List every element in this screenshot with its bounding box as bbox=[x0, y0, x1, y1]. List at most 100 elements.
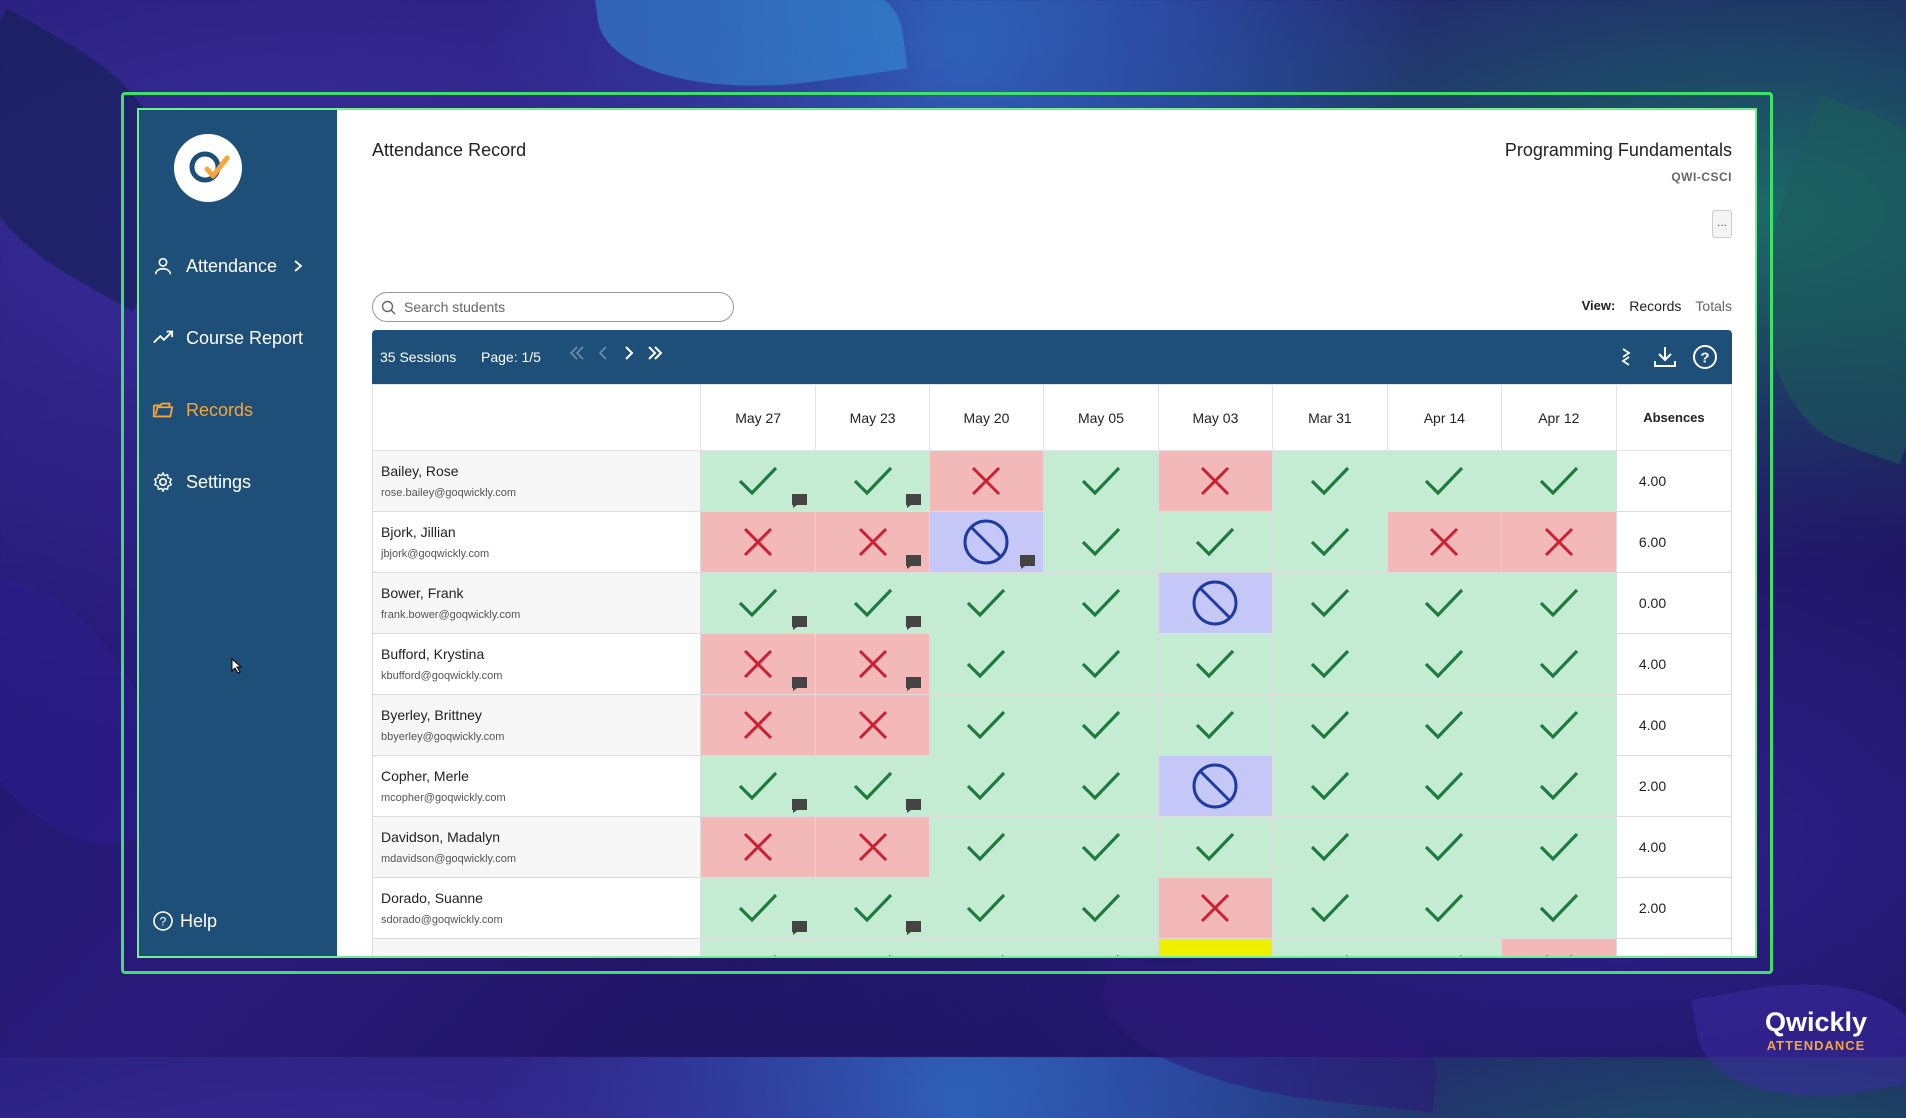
attendance-cell[interactable] bbox=[1271, 694, 1388, 756]
comment-icon[interactable] bbox=[791, 493, 808, 509]
attendance-cell[interactable] bbox=[929, 755, 1044, 817]
attendance-cell[interactable] bbox=[1271, 633, 1388, 695]
attendance-cell[interactable] bbox=[815, 877, 931, 939]
student-cell[interactable]: Bailey, Rose rose.bailey@goqwickly.com bbox=[371, 450, 702, 512]
session-column-header[interactable]: May 20 bbox=[929, 384, 1044, 451]
attendance-cell[interactable] bbox=[700, 511, 817, 573]
attendance-cell[interactable] bbox=[1271, 755, 1388, 817]
comment-icon[interactable] bbox=[791, 676, 808, 692]
logo[interactable] bbox=[174, 134, 242, 202]
attendance-cell[interactable] bbox=[1500, 755, 1617, 817]
attendance-cell[interactable] bbox=[1500, 877, 1617, 939]
attendance-cell[interactable] bbox=[1386, 755, 1502, 817]
attendance-cell[interactable] bbox=[700, 816, 817, 878]
attendance-cell[interactable] bbox=[929, 877, 1044, 939]
attendance-cell[interactable] bbox=[700, 755, 817, 817]
table-row[interactable]: Byerley, Brittney bbyerley@goqwickly.com 4… bbox=[371, 694, 1733, 756]
table-row[interactable]: Bufford, Krystina kbufford@goqwickly.com 4… bbox=[371, 633, 1733, 695]
attendance-cell[interactable] bbox=[1157, 938, 1273, 956]
comment-icon[interactable] bbox=[905, 615, 922, 631]
attendance-cell[interactable] bbox=[1386, 694, 1502, 756]
attendance-cell[interactable] bbox=[929, 694, 1044, 756]
attendance-cell[interactable] bbox=[700, 572, 817, 634]
session-column-header[interactable]: Apr 14 bbox=[1386, 384, 1502, 451]
comment-icon[interactable] bbox=[791, 920, 808, 936]
attendance-cell[interactable] bbox=[815, 694, 931, 756]
first-page-button[interactable] bbox=[568, 344, 586, 368]
attendance-cell[interactable] bbox=[700, 694, 817, 756]
comment-icon[interactable] bbox=[791, 615, 808, 631]
help-link[interactable]: ? Help bbox=[152, 910, 217, 932]
attendance-cell[interactable] bbox=[1271, 938, 1388, 956]
attendance-cell[interactable] bbox=[1042, 938, 1159, 956]
attendance-cell[interactable] bbox=[1157, 633, 1273, 695]
attendance-cell[interactable] bbox=[700, 450, 817, 512]
attendance-cell[interactable] bbox=[929, 450, 1044, 512]
attendance-cell[interactable] bbox=[1386, 450, 1502, 512]
attendance-cell[interactable] bbox=[1500, 938, 1617, 956]
table-row[interactable]: Bailey, Rose rose.bailey@goqwickly.com 4.0… bbox=[371, 450, 1733, 512]
table-row[interactable]: Bjork, Jillian jbjork@goqwickly.com 6.00 bbox=[371, 511, 1733, 573]
attendance-cell[interactable] bbox=[1500, 511, 1617, 573]
attendance-cell[interactable] bbox=[1500, 694, 1617, 756]
session-column-header[interactable]: Apr 12 bbox=[1500, 384, 1617, 451]
attendance-cell[interactable] bbox=[1271, 816, 1388, 878]
session-column-header[interactable]: May 23 bbox=[815, 384, 931, 451]
table-row[interactable] bbox=[371, 938, 1733, 956]
prev-page-button[interactable] bbox=[594, 344, 612, 368]
attendance-cell[interactable] bbox=[1042, 633, 1159, 695]
student-cell[interactable]: Bower, Frank frank.bower@goqwickly.com bbox=[371, 572, 702, 634]
attendance-cell[interactable] bbox=[1042, 816, 1159, 878]
comment-icon[interactable] bbox=[905, 493, 922, 509]
attendance-cell[interactable] bbox=[1042, 755, 1159, 817]
student-cell[interactable]: Byerley, Brittney bbyerley@goqwickly.com bbox=[371, 694, 702, 756]
next-page-button[interactable] bbox=[620, 344, 638, 368]
attendance-cell[interactable] bbox=[1386, 511, 1502, 573]
attendance-cell[interactable] bbox=[1386, 938, 1502, 956]
attendance-cell[interactable] bbox=[1157, 450, 1273, 512]
session-column-header[interactable]: Mar 31 bbox=[1271, 384, 1388, 451]
attendance-cell[interactable] bbox=[1271, 511, 1388, 573]
attendance-cell[interactable] bbox=[1042, 450, 1159, 512]
student-cell[interactable]: Bufford, Krystina kbufford@goqwickly.com bbox=[371, 633, 702, 695]
student-cell[interactable]: Davidson, Madalyn mdavidson@goqwickly.com bbox=[371, 816, 702, 878]
comment-icon[interactable] bbox=[1019, 554, 1036, 570]
attendance-cell[interactable] bbox=[1157, 694, 1273, 756]
attendance-cell[interactable] bbox=[700, 633, 817, 695]
attendance-cell[interactable] bbox=[1271, 877, 1388, 939]
attendance-cell[interactable] bbox=[815, 938, 931, 956]
sidebar-item-course-report[interactable]: Course Report bbox=[152, 327, 303, 349]
attendance-cell[interactable] bbox=[1386, 633, 1502, 695]
download-button[interactable] bbox=[1651, 343, 1679, 371]
attendance-cell[interactable] bbox=[815, 816, 931, 878]
table-row[interactable]: Dorado, Suanne sdorado@goqwickly.com 2.00 bbox=[371, 877, 1733, 939]
attendance-cell[interactable] bbox=[1271, 572, 1388, 634]
attendance-cell[interactable] bbox=[1157, 755, 1273, 817]
attendance-cell[interactable] bbox=[929, 572, 1044, 634]
attendance-cell[interactable] bbox=[1386, 572, 1502, 634]
more-options-button[interactable]: ... bbox=[1712, 210, 1732, 238]
attendance-cell[interactable] bbox=[1157, 816, 1273, 878]
attendance-cell[interactable] bbox=[1042, 572, 1159, 634]
student-cell[interactable] bbox=[371, 938, 702, 956]
attendance-cell[interactable] bbox=[1500, 633, 1617, 695]
view-totals-option[interactable]: Totals bbox=[1695, 298, 1732, 314]
attendance-cell[interactable] bbox=[815, 572, 931, 634]
attendance-cell[interactable] bbox=[700, 877, 817, 939]
attendance-cell[interactable] bbox=[1500, 816, 1617, 878]
attendance-cell[interactable] bbox=[929, 816, 1044, 878]
attendance-cell[interactable] bbox=[815, 450, 931, 512]
attendance-cell[interactable] bbox=[929, 511, 1044, 573]
comment-icon[interactable] bbox=[905, 554, 922, 570]
attendance-cell[interactable] bbox=[1386, 816, 1502, 878]
session-column-header[interactable]: May 05 bbox=[1042, 384, 1159, 451]
student-cell[interactable]: Dorado, Suanne sdorado@goqwickly.com bbox=[371, 877, 702, 939]
help-button[interactable]: ? bbox=[1691, 343, 1719, 371]
attendance-cell[interactable] bbox=[1157, 572, 1273, 634]
absences-column-header[interactable]: Absences bbox=[1615, 384, 1733, 451]
attendance-cell[interactable] bbox=[815, 511, 931, 573]
attendance-cell[interactable] bbox=[1042, 511, 1159, 573]
sidebar-item-records[interactable]: Records bbox=[152, 399, 253, 421]
attendance-cell[interactable] bbox=[815, 755, 931, 817]
sort-toggle-button[interactable] bbox=[1612, 343, 1640, 371]
